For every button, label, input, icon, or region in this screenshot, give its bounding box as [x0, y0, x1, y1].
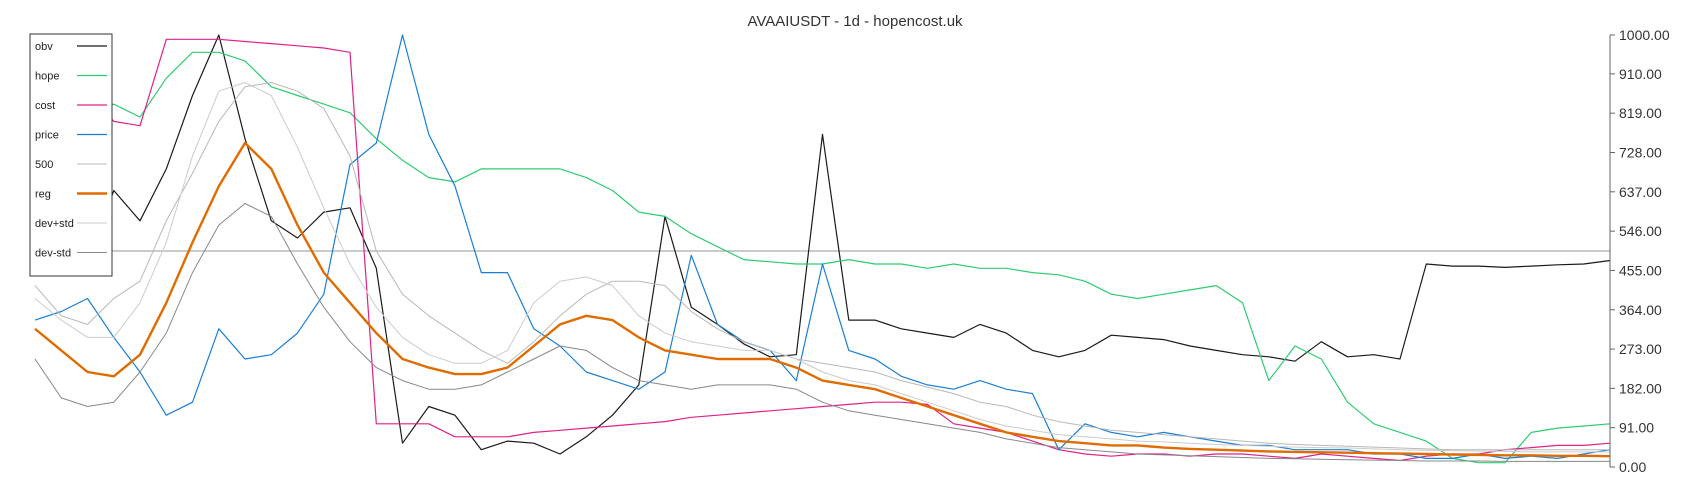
y-axis-ticks: 1000.00 910.00 819.00 728.00 637.00 546.00 455… [1610, 27, 1670, 475]
series-line-price [34, 34, 1611, 459]
legend: obv hope cost price 500 reg dev+std dev-std [29, 33, 113, 277]
series-line-obv [34, 34, 1611, 455]
y-tick-label: 0.00 [1619, 459, 1646, 475]
legend-label: reg [35, 189, 51, 201]
chart-title: AVAAIUSDT - 1d - hopencost.uk [747, 13, 963, 30]
y-tick-label: 273.00 [1619, 341, 1662, 357]
y-tick-label: 91.00 [1619, 420, 1654, 436]
series-line-hope [34, 51, 1611, 464]
y-tick-label: 546.00 [1619, 223, 1662, 239]
y-tick-label: 364.00 [1619, 302, 1662, 318]
y-tick-label: 819.00 [1619, 105, 1662, 121]
series-line-dev-std [34, 82, 1610, 453]
legend-label: dev+std [35, 218, 74, 230]
series-group [34, 34, 1611, 464]
legend-label: hope [35, 71, 59, 83]
series-line-reg [34, 141, 1611, 458]
legend-label: 500 [35, 159, 53, 171]
legend-label: dev-std [35, 248, 71, 260]
y-tick-label: 728.00 [1619, 145, 1662, 161]
y-tick-label: 455.00 [1619, 262, 1662, 278]
y-tick-label: 910.00 [1619, 66, 1662, 82]
legend-box [29, 33, 113, 277]
series-line-dev-std [34, 203, 1610, 462]
y-tick-label: 637.00 [1619, 184, 1662, 200]
series-line-cost [34, 38, 1611, 462]
y-tick-label: 1000.00 [1619, 27, 1670, 43]
legend-label: cost [35, 100, 55, 112]
legend-label: obv [35, 41, 53, 53]
series-line-500 [34, 82, 1610, 451]
legend-label: price [35, 130, 59, 142]
y-tick-label: 182.00 [1619, 380, 1662, 396]
